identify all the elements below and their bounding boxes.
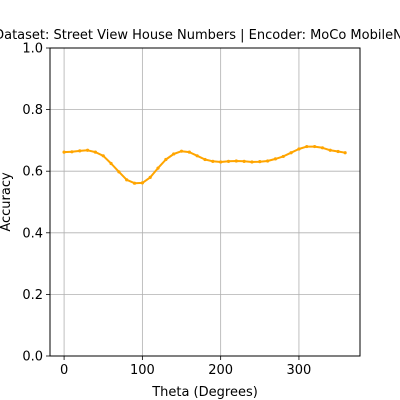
y-tick-label: 0.8 (22, 103, 43, 118)
y-tick-label: 0.2 (22, 288, 43, 303)
data-point (125, 178, 129, 182)
data-point (234, 159, 238, 163)
data-point (203, 157, 207, 162)
data-point (289, 151, 293, 155)
data-point (117, 170, 121, 174)
series-layer (62, 144, 347, 185)
data-point (62, 150, 66, 154)
data-point (179, 149, 184, 153)
x-tick-label: 100 (130, 363, 155, 378)
y-tick-label: 0.4 (22, 226, 43, 241)
x-axis-label: Theta (Degrees) (151, 385, 258, 400)
data-point (343, 151, 347, 155)
data-point (258, 160, 262, 164)
data-point (156, 166, 160, 170)
data-point (93, 150, 98, 154)
data-point (250, 160, 254, 164)
data-point (78, 149, 82, 153)
data-point (132, 181, 137, 185)
ticks: 0 100 200 300 0.0 0.2 0.4 0.6 0.8 1.0 (22, 42, 311, 379)
data-point (195, 154, 199, 158)
x-tick-label: 300 (287, 363, 312, 378)
y-tick-label: 0.6 (22, 165, 43, 180)
data-point (226, 159, 231, 163)
data-point (70, 150, 74, 154)
y-axis-label: Accuracy (0, 172, 14, 232)
series-line (64, 145, 346, 185)
grid (50, 47, 360, 357)
data-point (148, 175, 152, 179)
data-point (101, 154, 105, 158)
data-point (140, 181, 144, 185)
y-tick-label: 0.0 (22, 350, 43, 365)
data-point (242, 159, 246, 163)
data-point (219, 160, 223, 164)
data-point (312, 144, 317, 149)
data-point (266, 159, 270, 163)
plot-frame (49, 47, 361, 357)
x-tick-label: 0 (60, 363, 68, 378)
data-point (281, 154, 285, 159)
y-tick-label: 1.0 (22, 42, 43, 57)
data-point (336, 149, 340, 154)
data-point (273, 157, 278, 161)
data-point (297, 147, 301, 151)
data-point (320, 146, 325, 150)
x-tick-label: 200 (208, 363, 233, 378)
data-point (164, 157, 168, 162)
data-point (109, 161, 113, 166)
data-point (172, 152, 176, 156)
data-point (85, 148, 90, 152)
chart-title: Dataset: Street View House Numbers | Enc… (0, 28, 400, 43)
data-point (211, 159, 215, 163)
data-point (187, 150, 191, 154)
data-point (328, 148, 332, 152)
data-point (305, 144, 309, 149)
